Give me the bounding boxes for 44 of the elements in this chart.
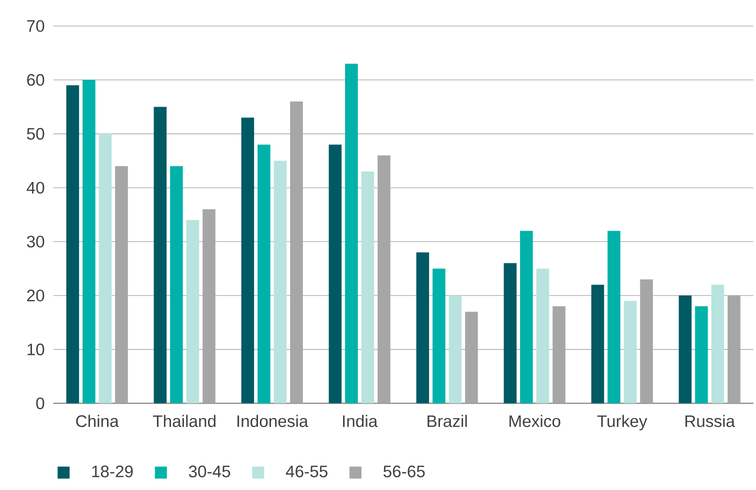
bar (416, 252, 430, 404)
bar (608, 230, 620, 404)
y-tick-label: 60 (27, 74, 44, 86)
bar (361, 172, 374, 404)
bar (66, 85, 80, 404)
bar (98, 134, 112, 404)
bar (695, 306, 708, 404)
bar (504, 263, 517, 404)
y-tick-label: 70 (27, 20, 44, 32)
bar (345, 64, 358, 404)
y-tick-label: 30 (26, 236, 44, 248)
legend-label: 56-65 (383, 466, 425, 478)
bar (536, 268, 550, 404)
bar (170, 166, 183, 404)
bar (591, 284, 604, 404)
bar (448, 296, 462, 404)
x-tick-label: Russia (685, 414, 736, 428)
x-tick-label: India (343, 414, 378, 428)
y-tick-label: 0 (36, 397, 44, 410)
x-tick-label: Mexico (510, 414, 560, 428)
bar (624, 300, 637, 404)
legend-label: 30-45 (188, 466, 230, 478)
y-tick-label: 20 (27, 290, 44, 302)
legend-label: 46-55 (286, 466, 328, 478)
bar (186, 220, 200, 404)
x-tick-label: Indonesia (237, 414, 308, 428)
y-tick-label: 10 (28, 344, 44, 356)
bar (678, 296, 692, 404)
bar (82, 80, 96, 404)
bar (520, 230, 533, 404)
bar (274, 160, 287, 404)
x-tick-label: Brazil (428, 414, 467, 428)
bar (258, 144, 270, 404)
x-tick-label: Thailand (153, 414, 216, 428)
x-tick-label: China (76, 414, 119, 428)
y-tick-label: 40 (26, 182, 44, 194)
legend-label: 18-29 (92, 466, 133, 478)
bar (241, 118, 254, 404)
bar (328, 144, 342, 404)
bar (711, 284, 724, 404)
bar (154, 106, 167, 404)
y-tick-label: 50 (26, 128, 44, 140)
x-tick-label: Turkey (597, 414, 648, 430)
bar (432, 268, 446, 404)
